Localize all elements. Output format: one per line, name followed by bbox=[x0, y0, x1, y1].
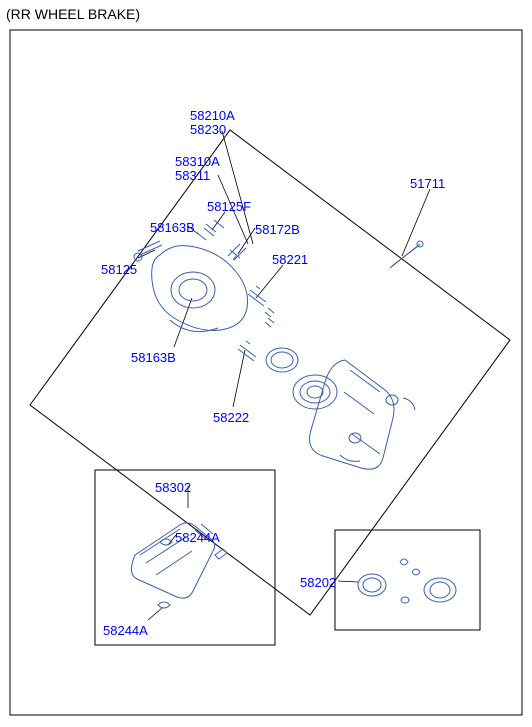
part-label-51711[interactable]: 51711 bbox=[410, 176, 445, 191]
parts-art bbox=[131, 220, 456, 608]
part-label-58230[interactable]: 58230 bbox=[190, 122, 226, 137]
inner-frame bbox=[30, 130, 510, 615]
part-label-58244A2[interactable]: 58244A bbox=[103, 623, 148, 638]
top-bolts bbox=[196, 220, 240, 260]
leader-lines bbox=[138, 131, 430, 620]
diagram-svg bbox=[0, 0, 532, 727]
seal-kit bbox=[358, 559, 456, 603]
part-label-58163B1[interactable]: 58163B bbox=[150, 220, 195, 235]
carrier-bracket bbox=[310, 360, 416, 469]
part-label-58210A[interactable]: 58210A bbox=[190, 108, 235, 123]
part-label-58172B[interactable]: 58172B bbox=[255, 222, 300, 237]
part-label-58310A[interactable]: 58310A bbox=[175, 154, 220, 169]
part-label-58302[interactable]: 58302 bbox=[155, 480, 191, 495]
part-label-58311[interactable]: 58311 bbox=[175, 168, 210, 183]
part-label-58163B2[interactable]: 58163B bbox=[131, 350, 176, 365]
outer-frame bbox=[10, 30, 522, 715]
part-label-58221[interactable]: 58221 bbox=[272, 252, 308, 267]
part-label-58202[interactable]: 58202 bbox=[300, 575, 336, 590]
part-label-58125[interactable]: 58125 bbox=[101, 262, 137, 277]
part-label-58244A1[interactable]: 58244A bbox=[175, 530, 220, 545]
caliper-body bbox=[152, 244, 248, 332]
part-label-58125F[interactable]: 58125F bbox=[207, 199, 251, 214]
seal-kit-box bbox=[335, 530, 480, 630]
part-label-58222[interactable]: 58222 bbox=[213, 410, 249, 425]
guide-pins bbox=[238, 286, 274, 361]
pad-kit-box bbox=[95, 470, 275, 645]
